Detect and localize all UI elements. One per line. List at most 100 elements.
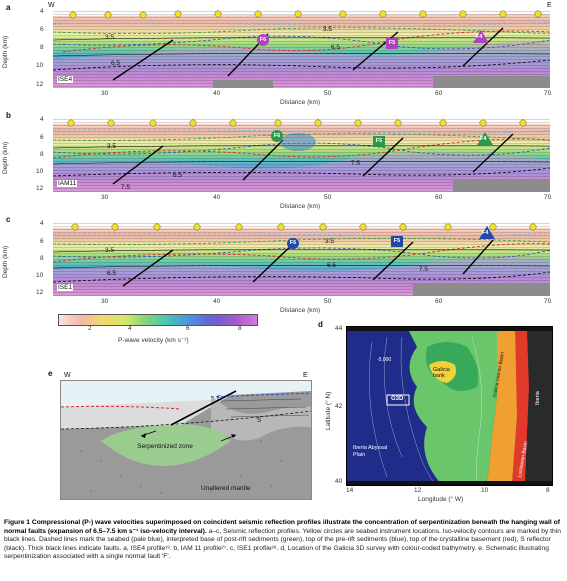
fault-f5-marker-b: F5: [373, 136, 385, 147]
lon-tick-12: 12: [414, 487, 422, 494]
depth-tick-b-8: 8: [40, 151, 44, 158]
lon-tick-14: 14: [346, 487, 354, 494]
distance-tick-a-40: 40: [213, 90, 221, 97]
latitude-axis-title: Latitude (° N): [325, 391, 332, 430]
west-label-a: W: [48, 2, 55, 9]
distance-tick-a-50: 50: [324, 90, 332, 97]
caption-body: a–c, Seismic reflection profiles. Yellow…: [4, 527, 561, 561]
distance-tick-c-50: 50: [324, 298, 332, 305]
distance-tick-c-70: 70: [544, 298, 552, 305]
seismic-profile-c: 3.5 6.5 3.5 6.5 7.5 F6 F5 F4 ISE1: [52, 222, 551, 296]
panel-c-letter: c: [6, 215, 11, 224]
distance-tick-a-30: 30: [101, 90, 109, 97]
bathymetry-map: G3D Galicia bank Galicia Interior Basin …: [346, 326, 553, 486]
depth-tick-b-10: 10: [36, 168, 44, 175]
contour-75-b: 7.5: [351, 160, 361, 167]
distance-axis-title-c: Distance (km): [280, 307, 321, 314]
contour-65-c: 6.5: [107, 270, 117, 277]
contour-35-b: 3.5: [107, 143, 117, 150]
distance-tick-b-60: 60: [435, 194, 443, 201]
contour-65-c2: 6.5: [327, 262, 337, 269]
contour-35-a2: 3.5: [323, 26, 333, 33]
profile-name-c: ISE1: [57, 284, 74, 291]
depth-tick-b-6: 6: [40, 134, 44, 141]
distance-tick-c-60: 60: [435, 298, 443, 305]
east-label-a: E: [547, 2, 552, 9]
colorbar-title: P-wave velocity (km s⁻¹): [118, 337, 189, 344]
depth-tick-a-12: 12: [36, 81, 44, 88]
iberia-label: Iberia: [535, 391, 541, 405]
depth-axis-title-b: Depth (km): [2, 141, 9, 174]
lat-tick-42: 42: [335, 403, 343, 410]
seismic-profile-b: 3.5 6.5 7.5 7.5 F6 F5 F4 IAM11: [52, 118, 551, 192]
unaltered-mantle-label: Unaltered mantle: [201, 485, 251, 492]
g3d-label: G3D: [391, 396, 404, 402]
contour-35-a: 3.5: [105, 34, 115, 41]
s-reflector-label: S: [257, 417, 262, 424]
profile-name-b: IAM11: [57, 180, 78, 187]
contour-65-a2: 6.5: [331, 44, 341, 51]
distance-tick-c-40: 40: [213, 298, 221, 305]
depth-tick-c-12: 12: [36, 289, 44, 296]
lon-tick-8: 8: [546, 487, 550, 494]
depth-tick-a-6: 6: [40, 26, 44, 33]
caption-figure-number: Figure 1: [4, 519, 31, 526]
fault-f6-marker-b: F6: [271, 130, 283, 142]
depth-tick-a-4: 4: [40, 8, 44, 15]
colorbar-tick-6: 6: [186, 325, 190, 332]
contour-75-c: 7.5: [419, 266, 429, 273]
fault-f5-marker-a: F5: [386, 38, 398, 49]
depth-tick-c-4: 4: [40, 220, 44, 227]
galicia-bank-label: Galicia bank: [433, 367, 450, 379]
longitude-axis-title: Longitude (° W): [418, 496, 464, 503]
depth-tick-b-12: 12: [36, 185, 44, 192]
depth-tick-a-8: 8: [40, 44, 44, 51]
fault-f-label: F: [217, 395, 221, 402]
distance-tick-b-30: 30: [101, 194, 109, 201]
serpentinized-zone-label: Serpentinized zone: [137, 443, 193, 450]
distance-tick-b-70: 70: [544, 194, 552, 201]
distance-tick-a-60: 60: [435, 90, 443, 97]
depth-tick-c-6: 6: [40, 238, 44, 245]
contour-35-c: 3.5: [105, 247, 115, 254]
distance-tick-b-40: 40: [213, 194, 221, 201]
depth-tick-b-4: 4: [40, 116, 44, 123]
contour-65-b: 6.5: [173, 172, 183, 179]
contour-75-b2: 7.5: [121, 184, 131, 191]
panel-e-letter: e: [48, 369, 53, 378]
panel-e-west: W: [64, 372, 71, 379]
lat-tick-44: 44: [335, 325, 343, 332]
seismic-profile-a: 3.5 6.5 3.5 6.5 F6 F5 F4 ISE4: [52, 10, 551, 88]
panel-e-east: E: [303, 372, 308, 379]
colorbar-tick-2: 2: [88, 325, 92, 332]
contour-35-c2: 3.5: [325, 238, 335, 245]
depth-contour-label: -5,000: [377, 357, 392, 363]
panel-b-letter: b: [6, 111, 11, 120]
distance-axis-title-b: Distance (km): [280, 203, 321, 210]
depth-tick-c-10: 10: [36, 272, 44, 279]
distance-tick-a-70: 70: [544, 90, 552, 97]
colorbar-tick-4: 4: [128, 325, 132, 332]
iberia-abyssal-plain-label: Iberia Abyssal Plain: [353, 445, 388, 458]
fault-f6-marker-a: F6: [257, 34, 269, 46]
caption-title: Compressional (P-) wave velocities super…: [4, 519, 560, 535]
distance-tick-c-30: 30: [101, 298, 109, 305]
fault-f6-marker-c: F6: [287, 238, 299, 249]
lon-tick-10: 10: [481, 487, 489, 494]
colorbar-tick-8: 8: [238, 325, 242, 332]
velocity-colorbar: [58, 314, 258, 326]
panel-d-letter: d: [318, 320, 323, 329]
distance-axis-title-a: Distance (km): [280, 99, 321, 106]
lat-tick-40: 40: [335, 478, 343, 485]
fault-schematic: F S Serpentinized zone Unaltered mantle: [60, 380, 312, 500]
depth-axis-title-a: Depth (km): [2, 35, 9, 68]
distance-tick-b-50: 50: [324, 194, 332, 201]
profile-name-a: ISE4: [57, 76, 74, 83]
panel-a-letter: a: [6, 3, 11, 12]
depth-tick-c-8: 8: [40, 255, 44, 262]
depth-axis-title-c: Depth (km): [2, 245, 9, 278]
fault-f5-marker-c: F5: [391, 236, 403, 247]
depth-tick-a-10: 10: [36, 62, 44, 69]
contour-65-a: 6.5: [111, 60, 121, 67]
figure-caption: Figure 1 Compressional (P-) wave velocit…: [4, 519, 562, 562]
